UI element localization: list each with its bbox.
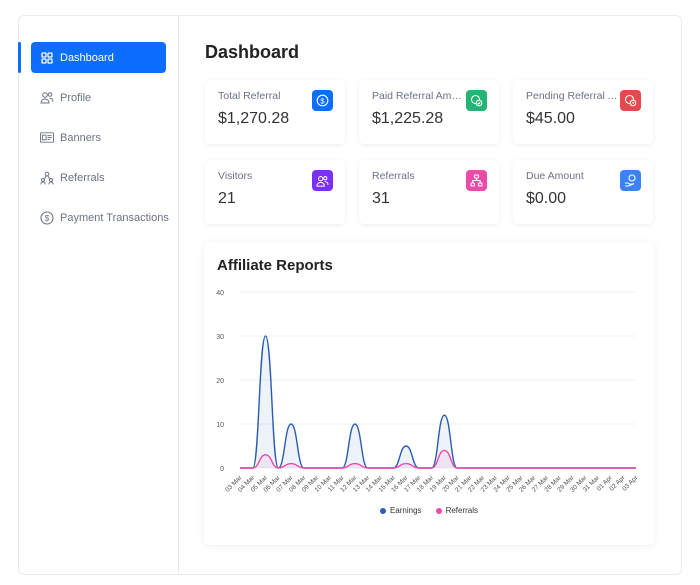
chart-legend: Earnings Referrals	[204, 506, 654, 515]
svg-text:$: $	[320, 96, 325, 105]
money-pending-icon	[620, 90, 641, 111]
users-icon	[40, 91, 54, 105]
stat-card-value: $0.00	[526, 190, 567, 207]
stat-card-label: Visitors	[218, 170, 253, 182]
active-indicator	[18, 42, 21, 73]
sidebar	[18, 15, 179, 574]
svg-text:$: $	[45, 213, 50, 223]
sidebar-item-dashboard[interactable]: Dashboard	[31, 42, 166, 73]
stat-card-label: Paid Referral Amount	[372, 90, 467, 102]
y-tick-label: 0	[220, 466, 224, 473]
legend-item-earnings[interactable]: Earnings	[379, 506, 422, 515]
sidebar-item-payment-transactions[interactable]: $ Payment Transactions	[31, 202, 171, 233]
stat-card-label: Pending Referral Amount	[526, 90, 621, 102]
stat-card-value: 31	[372, 190, 390, 207]
dollar-icon: $	[312, 90, 333, 111]
stat-card-label: Total Referral	[218, 90, 281, 102]
dollar-icon: $	[40, 210, 54, 225]
users-icon	[312, 170, 333, 191]
legend-label: Earnings	[389, 506, 422, 515]
stat-card-pending-referral-amount: Pending Referral Amount $45.00	[513, 80, 653, 144]
stat-card-visitors: Visitors 21	[205, 160, 345, 224]
y-tick-label: 10	[216, 422, 224, 429]
network-icon	[466, 170, 487, 191]
referrals-legend-dot	[435, 507, 442, 514]
stat-card-total-referral: Total Referral $1,270.28 $	[205, 80, 345, 144]
stat-card-label: Referrals	[372, 170, 415, 182]
sidebar-item-label: Dashboard	[60, 51, 114, 64]
y-tick-label: 30	[216, 334, 224, 341]
sidebar-item-label: Banners	[60, 131, 101, 144]
referrals-series-line	[240, 449, 636, 469]
stat-card-value: $1,270.28	[218, 110, 290, 127]
sidebar-item-label: Referrals	[60, 171, 105, 184]
stat-card-value: $45.00	[526, 110, 575, 127]
earnings-series-area	[240, 336, 636, 468]
hand-money-icon	[620, 170, 641, 191]
y-tick-label: 20	[216, 378, 224, 385]
stat-card-value: 21	[218, 190, 236, 207]
referral-icon	[40, 171, 54, 185]
y-tick-label: 40	[216, 290, 224, 297]
sidebar-item-label: Payment Transactions	[60, 211, 169, 224]
chart-title: Affiliate Reports	[217, 257, 333, 274]
sidebar-item-referrals[interactable]: Referrals	[31, 162, 166, 193]
grid-icon	[40, 51, 54, 65]
stat-card-label: Due Amount	[526, 170, 584, 182]
banner-icon	[40, 131, 54, 145]
money-check-icon	[466, 90, 487, 111]
sidebar-item-label: Profile	[60, 91, 92, 104]
earnings-legend-dot	[379, 507, 386, 514]
stat-card-paid-referral-amount: Paid Referral Amount $1,225.28	[359, 80, 499, 144]
page-title: Dashboard	[205, 42, 300, 62]
stat-card-referrals: Referrals 31	[359, 160, 499, 224]
legend-item-referrals[interactable]: Referrals	[435, 506, 479, 515]
stat-card-due-amount: Due Amount $0.00	[513, 160, 653, 224]
sidebar-item-profile[interactable]: Profile	[31, 82, 166, 113]
legend-label: Referrals	[445, 506, 479, 515]
stat-card-value: $1,225.28	[372, 110, 444, 127]
sidebar-item-banners[interactable]: Banners	[31, 122, 166, 153]
x-tick-label: 03 Apr	[621, 474, 640, 493]
affiliate-reports-card: Affiliate Reports 0 10 20 30 40 03 Mar 04 Mar 0…	[204, 242, 654, 545]
